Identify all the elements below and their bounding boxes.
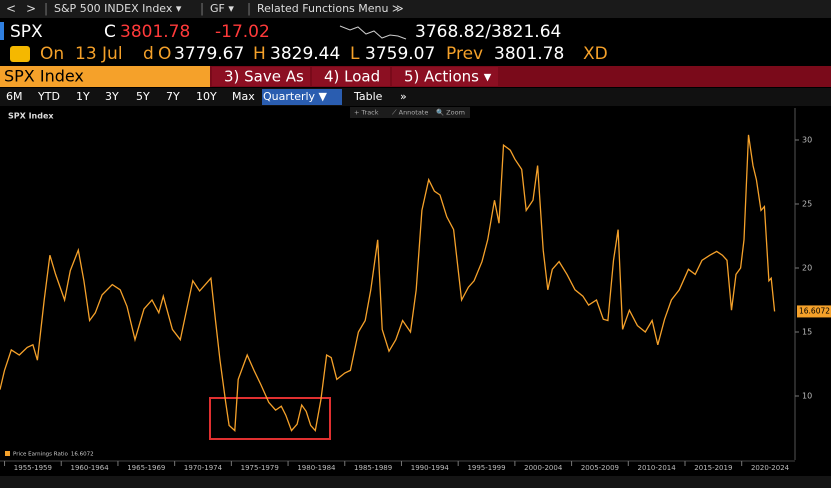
period-button[interactable]: Max: [232, 90, 255, 103]
command-button-label[interactable]: 4) Load: [324, 68, 380, 86]
period-button[interactable]: Table: [353, 90, 383, 103]
chart-title: SPX Index: [8, 112, 54, 121]
x-tick-label: 1970-1974: [184, 464, 223, 472]
date: 13 Jul: [75, 44, 123, 64]
x-tick-label: 1960-1964: [71, 464, 110, 472]
command-button[interactable]: [312, 67, 390, 86]
back[interactable]: <: [6, 2, 16, 16]
xd: XD: [583, 44, 608, 64]
period-button[interactable]: 6M: [6, 90, 23, 103]
period-button[interactable]: 1Y: [76, 90, 90, 103]
high-label: H: [253, 44, 266, 64]
command-button[interactable]: [212, 67, 310, 86]
legend-value: 16.6072: [71, 452, 94, 458]
gauge-icon: [10, 46, 30, 62]
open: 3779.67: [174, 44, 244, 64]
forward[interactable]: >: [26, 2, 36, 16]
ticker: SPX: [10, 22, 43, 42]
related-menu[interactable]: Related Functions Menu ≫: [257, 2, 404, 15]
y-tick-label: 10: [802, 392, 812, 401]
series-line: [0, 134, 776, 433]
sparkline: [339, 25, 407, 40]
range: 3768.82/3821.64: [415, 22, 561, 42]
last-value-label: 16.6072: [799, 306, 830, 315]
period-button[interactable]: 3Y: [105, 90, 119, 103]
period-button[interactable]: Quarterly ▼: [263, 90, 328, 103]
period-button[interactable]: »: [400, 90, 407, 103]
chart-tool[interactable]: ⟋ Annotate: [392, 109, 428, 117]
status-bar: [0, 476, 831, 488]
legend-label: Price Earnings Ratio: [13, 452, 69, 458]
x-tick-label: 1980-1984: [297, 464, 336, 472]
y-tick-label: 25: [802, 200, 812, 209]
period-button[interactable]: YTD: [37, 90, 60, 103]
security-input[interactable]: SPX Index: [4, 67, 84, 86]
x-tick-label: 1995-1999: [467, 464, 505, 472]
x-tick-label: 1990-1994: [411, 464, 450, 472]
last-value-box: [797, 305, 831, 318]
x-tick-label: 2000-2004: [524, 464, 563, 472]
command-button[interactable]: [392, 67, 498, 86]
close-label: C: [104, 22, 116, 42]
y-tick-label: 20: [802, 264, 812, 273]
prev: 3801.78: [494, 44, 564, 64]
x-tick-label: 2015-2019: [694, 464, 732, 472]
sep: |: [44, 2, 48, 16]
chart-tool[interactable]: + Track: [354, 109, 379, 117]
x-tick-label: 1975-1979: [241, 464, 279, 472]
x-tick-label: 2005-2009: [581, 464, 619, 472]
toolbar-bg: [0, 0, 831, 18]
change: -17.02: [215, 22, 270, 42]
sep: |: [247, 2, 251, 16]
x-tick-label: 1965-1969: [127, 464, 165, 472]
command-button-label[interactable]: 5) Actions ▾: [404, 68, 492, 86]
indicator: [0, 22, 4, 40]
chart-tool[interactable]: 🔍 Zoom: [436, 108, 465, 117]
period-button[interactable]: 5Y: [136, 90, 150, 103]
open-label: O: [158, 44, 171, 64]
sep: |: [200, 2, 204, 16]
legend-swatch: [5, 451, 10, 456]
security-box[interactable]: [0, 66, 210, 87]
period-bar: [0, 88, 831, 106]
period-selected[interactable]: [262, 89, 342, 105]
high: 3829.44: [270, 44, 340, 64]
security-menu[interactable]: S&P 500 INDEX Index ▾: [54, 2, 182, 15]
x-tick-label: 2020-2024: [751, 464, 790, 472]
highlight-box: [209, 397, 331, 440]
on-label: On: [40, 44, 64, 64]
close: 3801.78: [120, 22, 190, 42]
low-label: L: [350, 44, 360, 64]
period-button[interactable]: 7Y: [166, 90, 180, 103]
period-button[interactable]: 10Y: [196, 90, 217, 103]
y-tick-label: 15: [802, 328, 812, 337]
command-button-label[interactable]: 3) Save As: [224, 68, 304, 86]
y-tick-label: 30: [802, 136, 812, 145]
x-tick-label: 1985-1989: [354, 464, 392, 472]
d-label: d: [143, 44, 154, 64]
low: 3759.07: [365, 44, 435, 64]
function-menu[interactable]: GF ▾: [210, 2, 234, 15]
x-tick-label: 1955-1959: [14, 464, 52, 472]
chart-toolbar: [350, 107, 470, 118]
prev-label: Prev: [446, 44, 483, 64]
x-tick-label: 2010-2014: [638, 464, 677, 472]
